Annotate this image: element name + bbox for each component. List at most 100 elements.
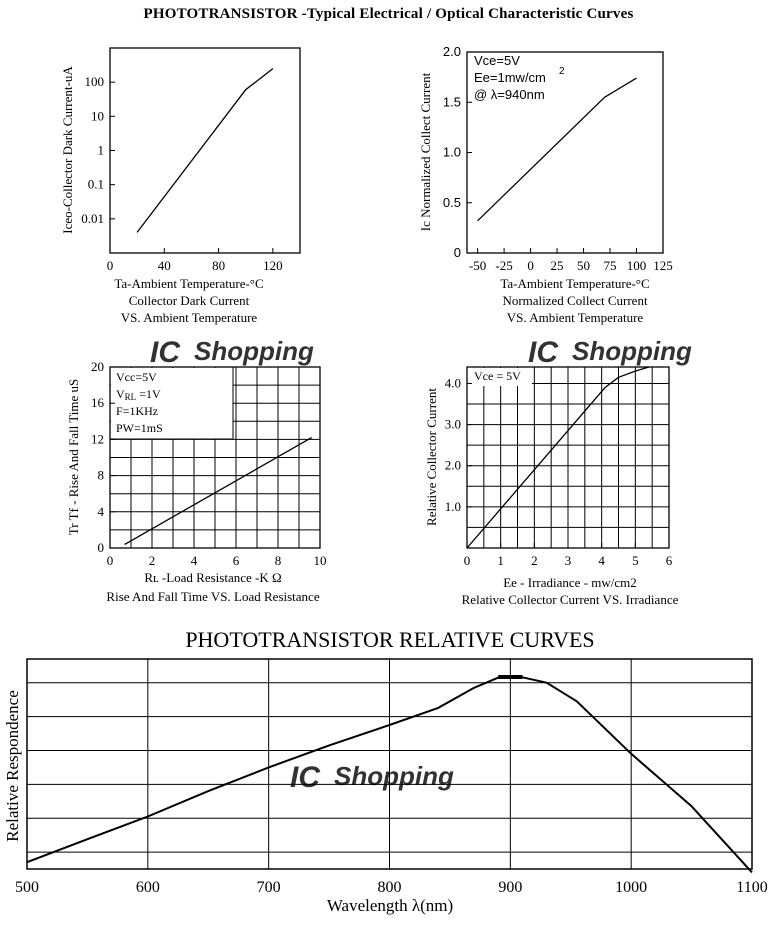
watermark-text: Shopping — [194, 336, 314, 366]
watermark-prefix: IC — [150, 336, 181, 369]
y-axis-label: Relative Respondence — [3, 690, 22, 842]
series-line — [136, 68, 274, 233]
ticks — [467, 51, 664, 254]
y-tick-label: 16 — [91, 395, 105, 410]
y-tick-label: 8 — [98, 468, 105, 483]
plot-frame — [109, 366, 321, 549]
annotation-pw: PW=1mS — [116, 421, 163, 435]
annotation-freq: F=1KHz — [116, 404, 158, 418]
x-tick-label: 5 — [632, 553, 639, 568]
y-tick-label: 0 — [454, 245, 461, 260]
x-tick-label: 800 — [378, 879, 402, 896]
y-tick-label: 0.5 — [443, 195, 461, 210]
x-tick-label: 6 — [666, 553, 673, 568]
watermark-text: Shopping — [334, 761, 454, 791]
x-tick-label: 0 — [527, 258, 534, 273]
y-tick-label: 1.0 — [445, 499, 461, 514]
y-axis-label: Iceo-Collector Dark Current-uA — [60, 66, 75, 234]
y-tick-label: 3.0 — [445, 417, 461, 432]
watermark-prefix: IC — [528, 336, 559, 369]
x-tick-label: 0 — [107, 553, 114, 568]
watermark-prefix: IC — [290, 761, 321, 794]
x-tick-label: 0 — [464, 553, 471, 568]
annotation-vrl-value: =1V — [136, 387, 161, 401]
x-tick-label: 50 — [577, 258, 590, 273]
x-tick-label: 600 — [136, 879, 160, 896]
y-tick-label: 1.0 — [443, 145, 461, 160]
annotation-ee-superscript: 2 — [559, 66, 565, 77]
y-tick-label: 1 — [98, 143, 105, 158]
chart-caption: Collector Dark Current — [129, 293, 250, 308]
x-tick-label: 40 — [158, 258, 171, 273]
chart-caption: VS. Ambient Temperature — [121, 310, 258, 325]
annotation-vrl: VRL =1V — [116, 387, 161, 402]
series-line — [477, 77, 637, 222]
page-title: PHOTOTRANSISTOR -Typical Electrical / Op… — [143, 6, 634, 22]
y-tick-label: 20 — [91, 359, 104, 374]
series-line — [26, 676, 753, 874]
x-tick-label: 900 — [498, 879, 522, 896]
watermark-layer: IC Shopping IC Shopping IC Shopping — [150, 336, 692, 794]
plot-frame — [109, 47, 301, 254]
annotation-vcc: Vcc=5V — [116, 370, 157, 384]
chart-irradiance: 0 1 2 3 4 5 6 1.0 2.0 3.0 4.0 Vce = 5V Relative Coll… — [424, 366, 679, 607]
x-tick-label: -50 — [469, 258, 486, 273]
annotation-vrl-v: V — [116, 387, 125, 401]
x-tick-label: 120 — [263, 258, 283, 273]
y-tick-label: 100 — [85, 74, 105, 89]
plot-frame — [26, 658, 753, 870]
chart-caption: Normalized Collect Current — [502, 293, 648, 308]
watermark: IC Shopping — [528, 336, 692, 369]
x-tick-label: 4 — [598, 553, 605, 568]
chart-normalized-ic: -50 -25 0 25 50 75 100 125 0 0.5 1.0 1.5 2.0 Vce=5V Ee… — [418, 44, 673, 325]
x-tick-label: 1100 — [736, 879, 767, 896]
x-tick-label: 3 — [565, 553, 572, 568]
x-tick-label: 10 — [314, 553, 327, 568]
chart-caption: Rise And Fall Time VS. Load Resistance — [106, 589, 319, 604]
x-tick-label: 25 — [551, 258, 564, 273]
series-line — [466, 366, 649, 549]
chart-caption: VS. Ambient Temperature — [507, 310, 644, 325]
y-tick-label: 4 — [98, 504, 105, 519]
series-line — [124, 437, 312, 545]
chart-dark-current: 0 40 80 120 0.01 0.1 1 10 100 Iceo-Collector Dark… — [60, 47, 301, 325]
chart-title: PHOTOTRANSISTOR RELATIVE CURVES — [185, 627, 594, 652]
annotation-box — [111, 368, 233, 439]
x-tick-label: 1000 — [615, 879, 647, 896]
x-tick-label: 2 — [149, 553, 156, 568]
chart-spectral: 500 600 700 800 900 1000 1100 PHOTOTRANSISTOR R… — [3, 627, 768, 915]
y-axis-label: Tr Tf - Rise And Fall Time uS — [66, 379, 81, 535]
y-tick-label: 2.0 — [445, 458, 461, 473]
y-axis-label: Ic Normalized Collect Current — [418, 72, 433, 231]
x-axis-label: Rʟ -Load Resistance -K Ω — [144, 570, 281, 585]
x-tick-label: 0 — [107, 258, 114, 273]
annotation-wavelength: @ λ=940nm — [474, 87, 545, 102]
ticks — [466, 382, 670, 548]
ticks — [109, 81, 274, 253]
x-axis-label: Wavelength λ(nm) — [327, 896, 453, 915]
x-tick-label: 500 — [15, 879, 39, 896]
watermark-text: Shopping — [572, 336, 692, 366]
watermark: IC Shopping — [290, 761, 454, 794]
x-tick-label: 125 — [653, 258, 673, 273]
x-tick-label: 2 — [531, 553, 538, 568]
annotation-box — [468, 368, 532, 386]
x-tick-label: 700 — [257, 879, 281, 896]
y-tick-label: 0.1 — [88, 177, 104, 192]
y-axis-label: Relative Collector Current — [424, 388, 439, 526]
annotation-vce: Vce = 5V — [474, 369, 521, 383]
x-axis-label: Ta-Ambient Temperature-°C — [500, 276, 649, 291]
y-tick-label: 0 — [98, 540, 105, 555]
x-tick-label: 6 — [233, 553, 240, 568]
x-tick-label: 8 — [275, 553, 282, 568]
annotation-vce: Vce=5V — [474, 53, 520, 68]
x-tick-label: -25 — [495, 258, 512, 273]
watermark: IC Shopping — [150, 336, 314, 369]
y-tick-label: 2.0 — [443, 44, 461, 59]
y-tick-label: 12 — [91, 431, 104, 446]
x-tick-label: 4 — [191, 553, 198, 568]
annotation-ee: Ee=1mw/cm — [474, 70, 546, 85]
x-tick-label: 80 — [212, 258, 225, 273]
